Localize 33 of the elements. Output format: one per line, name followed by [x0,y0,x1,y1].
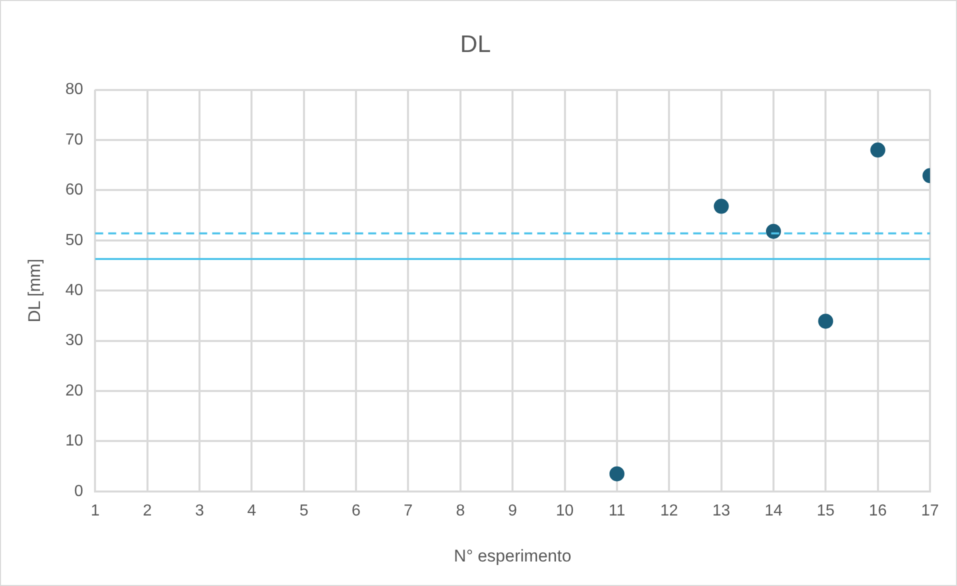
y-tick-label: 60 [65,182,84,199]
point [714,198,729,214]
x-tick-label: 7 [404,502,413,520]
y-tick-label: 80 [65,81,84,98]
x-tick-label: 2 [142,502,152,520]
y-tick-label: 10 [65,432,84,450]
x-tick-label: 9 [508,502,518,520]
point [870,142,886,158]
y-tick-label: 0 [74,482,84,500]
x-tick-label: 17 [921,502,939,520]
x-axis-title: N° esperimento [454,546,572,566]
y-tick-label: 40 [65,282,84,300]
y-tick-label: 70 [65,131,84,148]
x-tick-label: 10 [556,502,574,520]
y-tick-label: 20 [65,382,84,400]
x-tick-label: 1 [90,502,100,520]
x-tick-label: 5 [299,502,308,520]
x-tick-label: 11 [608,502,626,520]
y-tick-label: 30 [65,332,84,350]
x-tick-label: 4 [247,502,256,520]
x-tick-label: 3 [195,502,204,520]
x-tick-label: 8 [456,502,465,520]
x-tick-label: 15 [816,502,835,520]
x-tick-label: 12 [660,502,678,520]
x-tick-label: 16 [868,502,887,520]
x-tick-label: 6 [352,502,361,520]
point [818,314,834,329]
chart-title: DL [460,31,491,58]
point [609,466,624,482]
y-tick-label: 50 [65,232,84,249]
x-tick-label: 13 [712,502,730,520]
x-tick-label: 14 [764,502,782,520]
y-axis-title: DL [mm] [24,258,44,322]
